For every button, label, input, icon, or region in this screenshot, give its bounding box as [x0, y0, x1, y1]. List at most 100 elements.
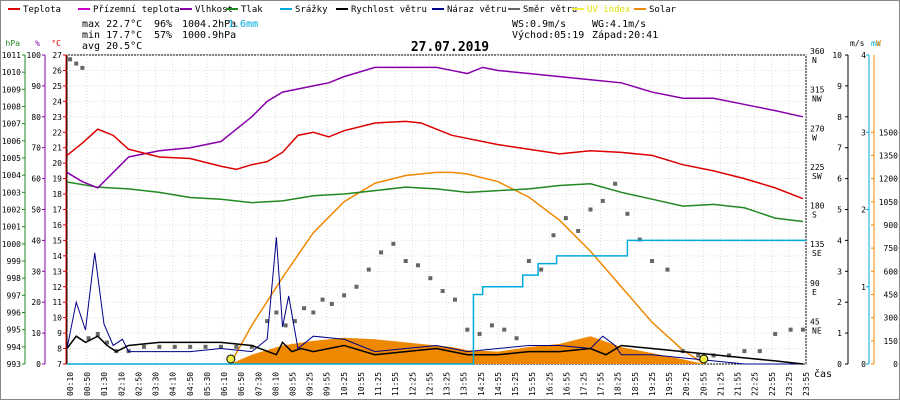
wind-gust-line — [66, 237, 803, 365]
wind-direction-point — [477, 331, 482, 336]
hpa-axis-tick-label: 998 — [7, 274, 22, 283]
w-axis-tick-label: 1500 — [879, 128, 898, 137]
x-tick-label: 00:50 — [83, 372, 92, 396]
w-axis-tick-label: 900 — [884, 221, 899, 230]
direction-name: SW — [812, 172, 822, 181]
stat-min-temp: min 17.7°C — [82, 30, 142, 41]
hpa-axis-tick-label: 1002 — [2, 206, 21, 215]
direction-name: NE — [812, 326, 822, 335]
stat-min-press: 1000.9hPa — [182, 30, 236, 41]
pct-axis-tick-label: 90 — [31, 82, 41, 91]
temperature-line — [66, 120, 804, 200]
ms-axis-tick-label: 0 — [837, 360, 842, 369]
wind-direction-point — [172, 344, 177, 349]
wind-direction-point — [539, 267, 544, 272]
direction-tick-label: 225 — [810, 163, 825, 172]
humidity-line — [66, 66, 804, 189]
wind-direction-point — [105, 340, 110, 345]
x-tick-label: 06:10 — [220, 372, 229, 396]
x-tick-label: 08:55 — [289, 372, 298, 396]
x-tick-label: 03:30 — [152, 372, 161, 396]
degc-axis-tick-label: 15 — [52, 236, 62, 245]
x-tick-label: 13:55 — [460, 372, 469, 396]
x-tick-label: 11:55 — [391, 372, 400, 396]
degc-axis-tick-label: 24 — [52, 97, 62, 106]
stat-sunset: Západ:20:41 — [592, 29, 658, 41]
wind-direction-point — [188, 344, 193, 349]
wind-direction-point — [440, 289, 445, 294]
x-axis-label: čas — [814, 368, 832, 380]
degc-axis-tick-label: 22 — [52, 128, 62, 137]
pct-axis-tick-label: 50 — [31, 206, 41, 215]
direction-tick-label: 135 — [810, 240, 825, 249]
chart-title: 27.07.2019 — [411, 40, 489, 55]
degc-axis-tick-label: 8 — [57, 345, 62, 354]
wind-direction-point — [416, 263, 421, 268]
x-tick-label: 04:10 — [169, 372, 178, 396]
wind-direction-point — [600, 198, 605, 203]
rain-line — [67, 239, 806, 365]
wind-direction-point — [203, 344, 208, 349]
wind-direction-point — [514, 336, 519, 341]
pct-axis-tick-label: 100 — [27, 51, 42, 60]
ms-axis-tick-label: 7 — [837, 144, 842, 153]
direction-name: N — [812, 56, 817, 65]
solar-clear-sky-curve — [229, 171, 705, 365]
hpa-axis-tick-label: 1007 — [2, 120, 21, 129]
legend: Teplota Přízemní teplota Vlhkost Tlak Srážky… — [8, 5, 677, 15]
wind-direction-point — [391, 241, 396, 246]
wind-direction-point — [773, 331, 778, 336]
degc-axis-tick-label: 17 — [52, 206, 62, 215]
legend-label: Vlhkost — [195, 5, 233, 15]
degc-axis-tick-label: 14 — [52, 252, 62, 261]
legend-label: Přízemní teplota — [93, 5, 180, 15]
wind-direction-point — [613, 181, 618, 186]
x-tick-label: 07:30 — [254, 372, 263, 396]
mm-axis-tick-label: 0 — [861, 360, 866, 369]
degc-axis-tick-label: 19 — [52, 175, 62, 184]
direction-tick-label: 270 — [810, 124, 825, 133]
wind-direction-point — [563, 216, 568, 221]
x-tick-label: 15:25 — [511, 372, 520, 396]
degc-axis-tick-label: 13 — [52, 267, 62, 276]
x-tick-label: 18:25 — [614, 372, 623, 396]
direction-name: S — [812, 211, 817, 220]
axes: 00:10 00:50 01:30 02:10 02:50 03:30 04:10 04:50… — [2, 39, 898, 396]
x-tick-label: 23:55 — [802, 372, 811, 396]
hpa-axis-tick-label: 1008 — [2, 103, 21, 112]
degc-axis-tick-label: 12 — [52, 283, 62, 292]
wind-direction-point — [428, 276, 433, 281]
wind-direction-point — [366, 267, 371, 272]
stat-sunrise: Východ:05:19 — [512, 29, 584, 41]
w-axis-tick-label: 1350 — [879, 151, 898, 160]
mm-axis-tick-label: 3 — [861, 128, 866, 137]
x-tick-label: 00:10 — [66, 372, 75, 396]
x-tick-label: 02:10 — [117, 372, 126, 396]
wind-direction-point — [403, 259, 408, 263]
wind-direction-point — [452, 297, 457, 302]
x-tick-label: 02:50 — [134, 372, 143, 396]
x-tick-label: 19:25 — [648, 372, 657, 396]
x-tick-label: 08:10 — [271, 372, 280, 396]
w-axis-tick-label: 1200 — [879, 175, 898, 184]
wind-direction-point — [157, 344, 162, 349]
wind-direction-point — [218, 344, 223, 349]
x-tick-label: 13:25 — [443, 372, 452, 396]
direction-name: W — [812, 133, 817, 142]
direction-tick-label: 90 — [810, 279, 820, 288]
degc-axis-tick-label: 18 — [52, 190, 62, 199]
w-axis-tick-label: 150 — [884, 337, 899, 346]
stat-ws: WS:0.9m/s — [512, 19, 566, 30]
mm-axis-unit: mm — [871, 39, 881, 48]
x-tick-label: 09:55 — [323, 372, 332, 396]
ms-axis-tick-label: 8 — [837, 113, 842, 122]
x-tick-label: 21:25 — [716, 372, 725, 396]
wind-direction-point — [588, 207, 593, 212]
wind-direction-point — [354, 284, 359, 289]
degc-axis-tick-label: 7 — [57, 360, 62, 369]
wind-speed-line — [66, 335, 804, 365]
degc-axis-tick-label: 9 — [57, 329, 62, 338]
legend-label: Srážky — [295, 5, 328, 15]
hpa-axis-tick-label: 994 — [7, 343, 22, 352]
direction-tick-label: 315 — [810, 86, 825, 95]
